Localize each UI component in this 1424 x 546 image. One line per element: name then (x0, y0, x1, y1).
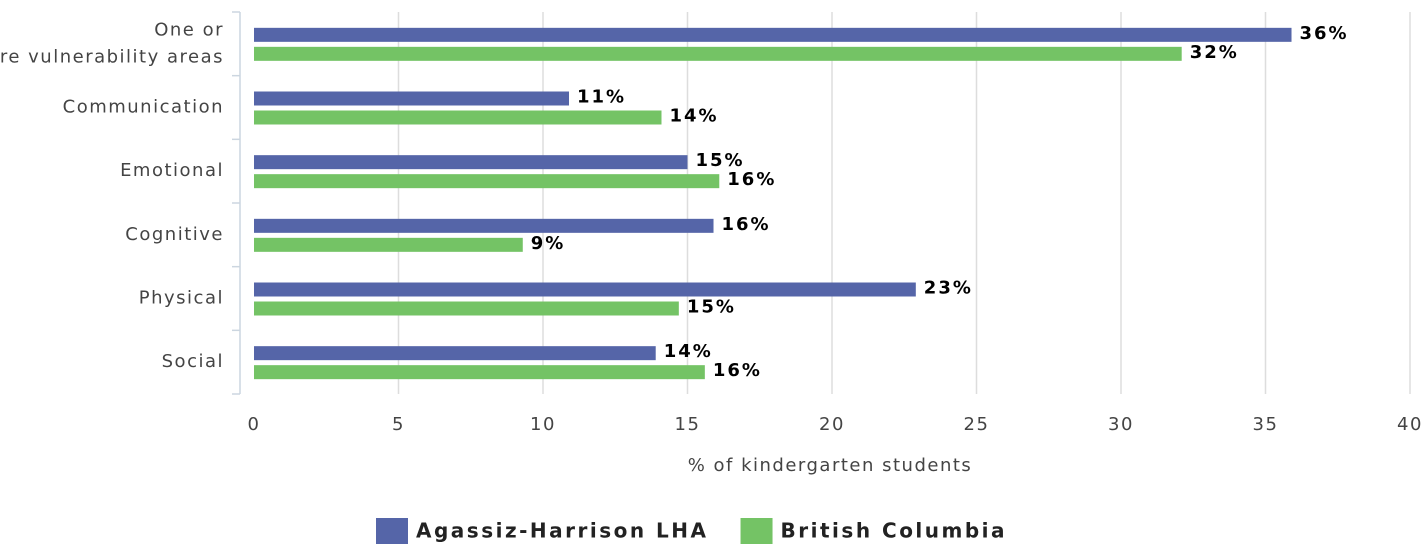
x-tick-label: 35 (1253, 414, 1279, 435)
bar (254, 218, 714, 233)
legend-swatch (376, 518, 408, 544)
y-tick-label: Physical (139, 288, 224, 309)
data-label: 15% (687, 297, 736, 318)
data-label: 16% (722, 214, 771, 235)
data-label: 32% (1190, 42, 1239, 63)
data-label: 15% (696, 150, 745, 171)
data-label: 14% (669, 106, 718, 127)
x-tick-label: 20 (819, 414, 845, 435)
bar (254, 91, 570, 106)
x-tick-label: 30 (1108, 414, 1134, 435)
bar (254, 282, 916, 297)
bar (254, 346, 656, 361)
y-tick-label: Social (162, 351, 224, 372)
bar (254, 27, 1292, 42)
data-label: 16% (727, 169, 776, 190)
data-label: 16% (713, 360, 762, 381)
x-tick-label: 10 (530, 414, 556, 435)
x-tick-label: 15 (675, 414, 701, 435)
data-label: 14% (664, 341, 713, 362)
x-tick-label: 40 (1397, 414, 1423, 435)
data-label: 23% (924, 278, 973, 299)
bar (254, 365, 705, 380)
bar (254, 110, 662, 125)
y-tick-label: Cognitive (125, 224, 224, 245)
data-label: 9% (531, 233, 566, 254)
legend-label: Agassiz-Harrison LHA (416, 519, 709, 543)
x-tick-label: 25 (964, 414, 990, 435)
y-tick-label: Emotional (120, 160, 224, 181)
x-axis-title: % of kindergarten students (688, 455, 973, 476)
bar (254, 301, 679, 316)
bar (254, 237, 523, 252)
x-tick-label: 0 (248, 414, 261, 435)
x-tick-label: 5 (392, 414, 405, 435)
y-tick-label: Communication (63, 97, 224, 118)
bar (254, 46, 1182, 61)
y-tick-label: One ormore vulnerability areas (0, 19, 224, 67)
data-label: 36% (1300, 23, 1349, 44)
legend-label: British Columbia (781, 519, 1008, 543)
data-label: 11% (577, 87, 626, 108)
legend-swatch (740, 518, 773, 544)
bar (254, 155, 688, 170)
bar (254, 174, 720, 189)
